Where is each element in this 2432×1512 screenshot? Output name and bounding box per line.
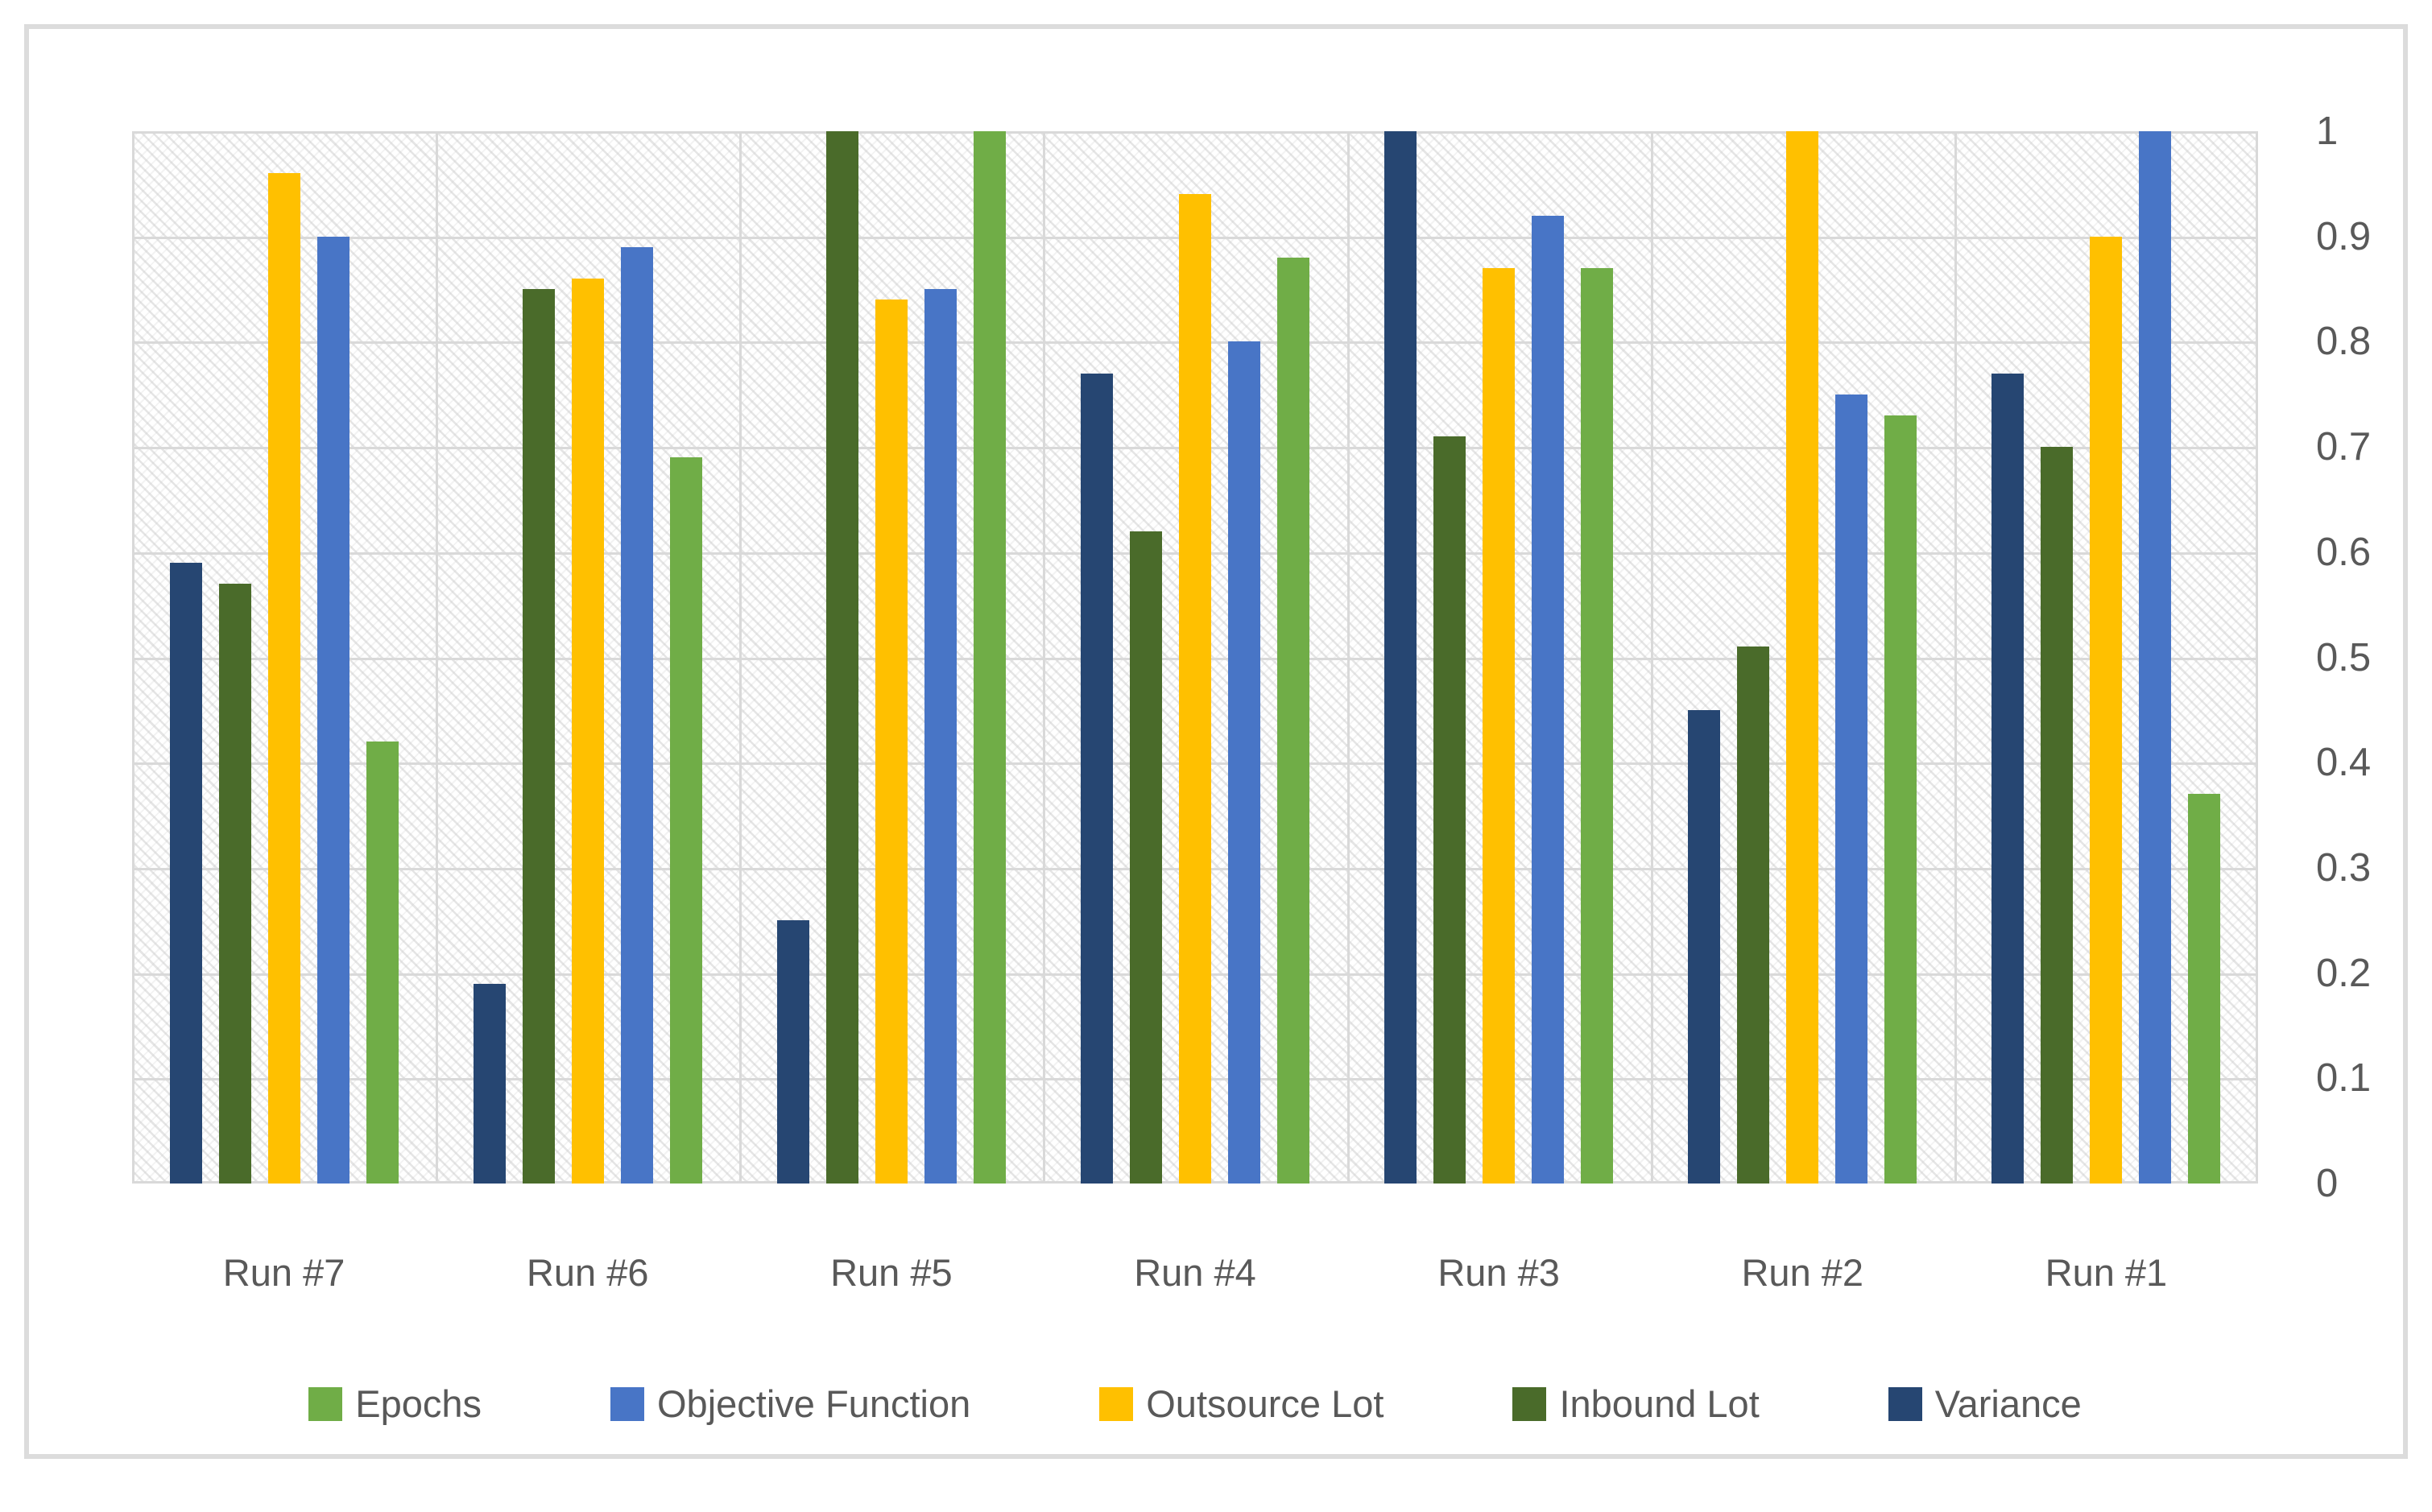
gridline-v-5 [1651, 131, 1653, 1184]
bar-group-run-2 [1651, 131, 1954, 1184]
bar-run-5-outsource-lot [875, 300, 908, 1184]
y-tick-label-0.3: 0.3 [2316, 845, 2372, 890]
bar-run-2-objective-function [1835, 395, 1868, 1184]
x-label-run-7: Run #7 [222, 1251, 345, 1294]
legend-item-epochs: Epochs [308, 1380, 482, 1428]
legend-label: Outsource Lot [1146, 1382, 1384, 1425]
bar-group-run-3 [1347, 131, 1651, 1184]
y-tick-label-0.9: 0.9 [2316, 214, 2372, 258]
legend-item-outsource-lot: Outsource Lot [1099, 1380, 1384, 1428]
legend-item-objective-function: Objective Function [610, 1380, 970, 1428]
bar-group-run-1 [1954, 131, 2258, 1184]
bar-run-4-epochs [1276, 258, 1309, 1184]
bar-run-6-outsource-lot [571, 279, 604, 1184]
bar-run-4-objective-function [1227, 341, 1260, 1184]
y-tick-label-0.5: 0.5 [2316, 635, 2372, 680]
legend-item-inbound-lot: Inbound Lot [1512, 1380, 1760, 1428]
legend: Epochs Objective Function Outsource Lot Inb… [132, 1380, 2258, 1428]
gridline-v-7 [2256, 131, 2258, 1184]
y-tick-label-0.1: 0.1 [2316, 1056, 2372, 1101]
bar-group-run-4 [1043, 131, 1346, 1184]
x-label-run-1: Run #1 [2045, 1251, 2168, 1294]
bar-run-6-objective-function [620, 247, 653, 1184]
bar-run-2-outsource-lot [1786, 131, 1819, 1184]
plot-area [132, 131, 2258, 1184]
bar-run-1-outsource-lot [2090, 237, 2123, 1184]
bar-run-6-variance [473, 984, 506, 1184]
bar-group-run-7 [132, 131, 436, 1184]
legend-label: Variance [1934, 1382, 2082, 1425]
y-tick-label-0.2: 0.2 [2316, 951, 2372, 995]
x-label-run-5: Run #5 [830, 1251, 953, 1294]
legend-swatch-icon [610, 1387, 644, 1421]
y-axis: 1 0.9 0.8 0.7 0.6 0.5 0.4 0.3 0.2 0.1 0 [2316, 29, 2432, 1512]
bar-run-2-epochs [1884, 415, 1917, 1184]
legend-item-variance: Variance [1888, 1380, 2082, 1428]
y-tick-label-0.4: 0.4 [2316, 741, 2372, 785]
bar-run-7-inbound-lot [218, 584, 251, 1184]
x-label-run-6: Run #6 [526, 1251, 649, 1294]
bar-run-3-epochs [1581, 268, 1614, 1184]
bar-run-3-objective-function [1532, 216, 1565, 1184]
bar-run-5-objective-function [924, 289, 957, 1184]
gridline-v-4 [1347, 131, 1350, 1184]
bar-run-7-outsource-lot [267, 173, 300, 1184]
legend-swatch-icon [1512, 1387, 1547, 1421]
bar-run-4-outsource-lot [1178, 194, 1211, 1184]
bar-run-6-inbound-lot [522, 289, 555, 1184]
x-label-run-4: Run #4 [1134, 1251, 1256, 1294]
gridline-v-3 [1043, 131, 1045, 1184]
legend-label: Inbound Lot [1559, 1382, 1760, 1425]
bar-run-4-inbound-lot [1129, 531, 1162, 1184]
bar-run-6-epochs [669, 457, 702, 1184]
bar-run-5-epochs [973, 131, 1006, 1184]
gridline-v-1 [436, 131, 438, 1184]
bar-run-3-outsource-lot [1483, 268, 1516, 1184]
bar-run-1-epochs [2188, 794, 2221, 1184]
legend-swatch-icon [308, 1387, 343, 1421]
gridline-h-1 [132, 131, 2258, 134]
gridline-v-2 [739, 131, 742, 1184]
y-tick-label-1: 1 [2316, 109, 2339, 153]
legend-label: Objective Function [657, 1382, 971, 1425]
legend-label: Epochs [355, 1382, 482, 1425]
bar-run-4-variance [1080, 374, 1113, 1184]
y-tick-label-0.8: 0.8 [2316, 320, 2372, 364]
bar-run-7-epochs [366, 742, 399, 1184]
gridline-v-6 [1954, 131, 1957, 1184]
bar-run-2-inbound-lot [1737, 647, 1770, 1184]
bar-run-1-inbound-lot [2041, 447, 2074, 1184]
chart-frame: 1 0.9 0.8 0.7 0.6 0.5 0.4 0.3 0.2 0.1 0 Run #7 Run … [24, 24, 2408, 1459]
bar-run-3-variance [1384, 131, 1417, 1184]
gridline-v-0 [132, 131, 134, 1184]
bar-run-7-objective-function [316, 237, 349, 1184]
y-tick-label-0.7: 0.7 [2316, 425, 2372, 469]
legend-swatch-icon [1888, 1387, 1922, 1421]
legend-swatch-icon [1099, 1387, 1134, 1421]
bar-group-run-5 [739, 131, 1043, 1184]
bar-run-1-objective-function [2139, 131, 2172, 1184]
bar-run-2-variance [1688, 710, 1721, 1184]
bar-run-5-inbound-lot [825, 131, 858, 1184]
x-label-run-2: Run #2 [1741, 1251, 1864, 1294]
bar-run-5-variance [776, 920, 809, 1184]
bar-run-7-variance [169, 563, 202, 1184]
x-label-run-3: Run #3 [1437, 1251, 1560, 1294]
bar-group-run-6 [436, 131, 739, 1184]
y-tick-label-0.6: 0.6 [2316, 530, 2372, 574]
bar-run-3-inbound-lot [1433, 436, 1466, 1184]
x-axis: Run #7 Run #6 Run #5 Run #4 Run #3 Run #2 Run … [132, 1246, 2258, 1303]
bar-run-1-variance [1992, 374, 2025, 1184]
y-tick-label-0: 0 [2316, 1162, 2339, 1205]
